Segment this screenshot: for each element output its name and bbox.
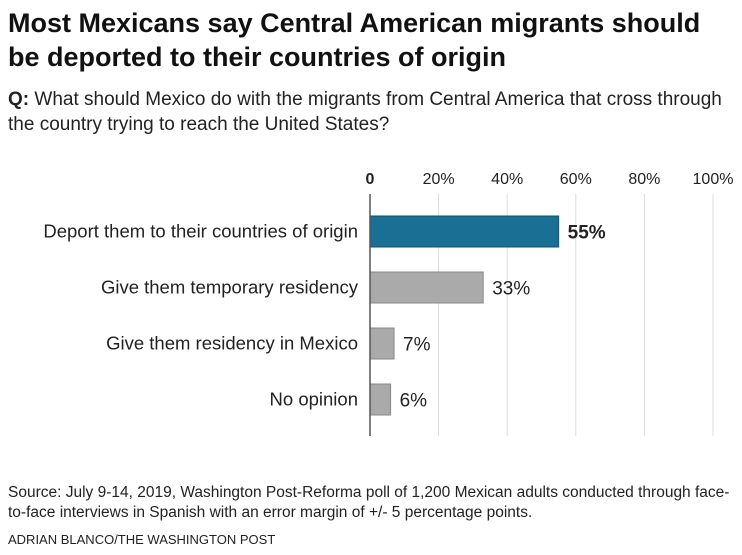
source-note: Source: July 9-14, 2019, Washington Post…: [8, 484, 730, 521]
bar-4: [369, 383, 392, 416]
category-label: No opinion: [270, 389, 358, 410]
bar-chart: 0 20% 40% 60% 80% 100% Deport them to their c…: [43, 171, 734, 436]
bar-3: [369, 327, 395, 360]
credit-line: Adrian Blanco/The Washington Post: [8, 532, 276, 547]
category-label: Deport them to their countries of origin: [43, 221, 358, 242]
value-label: 55%: [568, 223, 606, 244]
survey-question: Q: What should Mexico do with the migran…: [8, 87, 738, 137]
value-labels: 55% 33% 7% 6%: [400, 223, 606, 412]
bar-2: [369, 271, 484, 304]
tick-label-80: 80%: [628, 171, 660, 188]
question-text: What should Mexico do with the migrants …: [8, 89, 722, 135]
question-prefix: Q:: [8, 89, 30, 110]
tick-label-100: 100%: [693, 171, 734, 188]
chart-title: Most Mexicans say Central American migra…: [8, 8, 701, 72]
tick-labels: 0 20% 40% 60% 80% 100%: [366, 171, 734, 188]
category-label: Give them temporary residency: [101, 277, 359, 298]
tick-label-60: 60%: [560, 171, 592, 188]
bar-1: [369, 215, 560, 248]
tick-label-20: 20%: [423, 171, 455, 188]
value-label: 33%: [492, 279, 530, 300]
category-label: Give them residency in Mexico: [106, 333, 358, 354]
tick-label-40: 40%: [491, 171, 523, 188]
bars: [369, 215, 560, 416]
value-label: 6%: [400, 391, 428, 412]
category-labels: Deport them to their countries of origin…: [43, 221, 358, 410]
value-label: 7%: [403, 335, 431, 356]
tick-label-0: 0: [366, 171, 375, 188]
